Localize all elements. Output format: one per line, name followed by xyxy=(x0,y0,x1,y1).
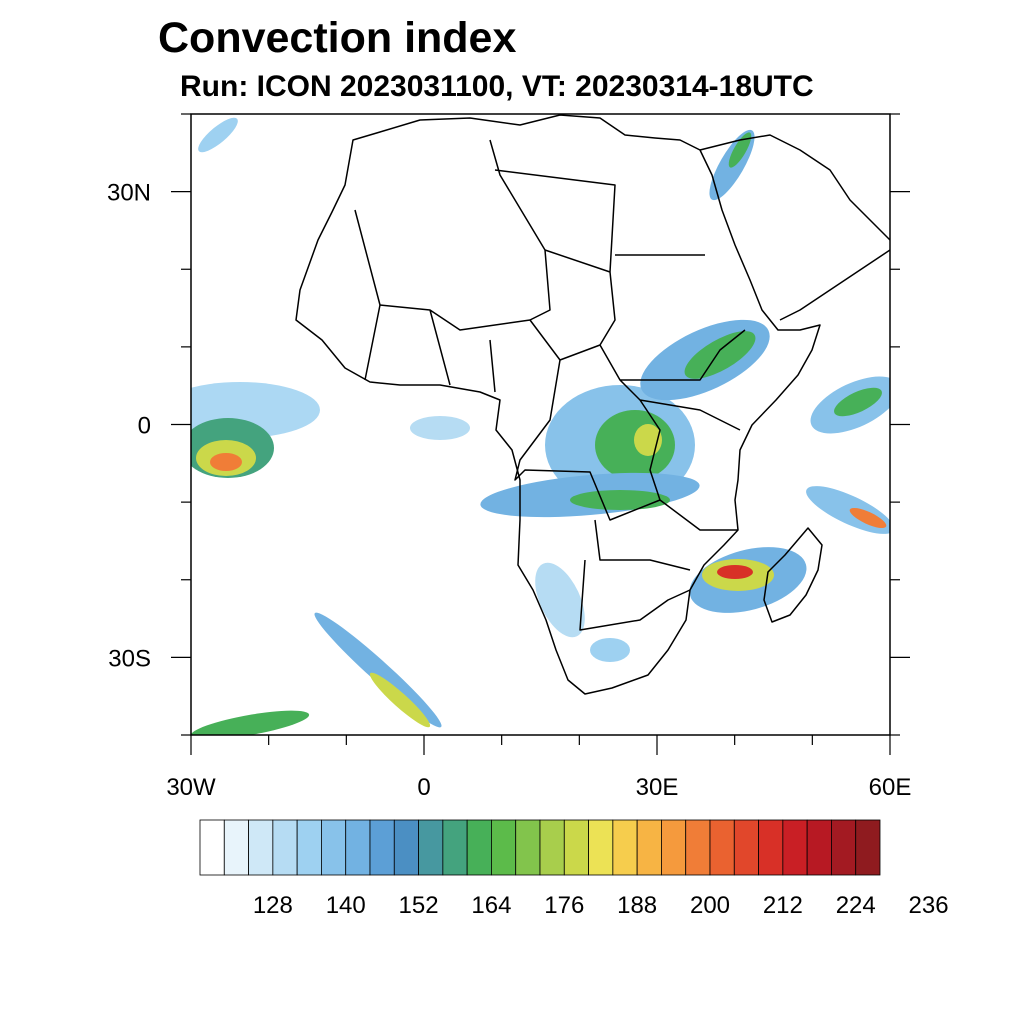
colorbar-swatch xyxy=(199,819,225,876)
africa-coastline xyxy=(295,114,821,695)
colorbar-label: 176 xyxy=(544,892,584,919)
convection-blob xyxy=(191,710,310,735)
colorbar-swatch xyxy=(466,819,492,876)
convection-blob xyxy=(535,562,585,638)
y-tick-label: 30N xyxy=(107,180,151,207)
colorbar-swatch xyxy=(442,819,468,876)
colorbar-label: 236 xyxy=(909,892,949,919)
x-tick-label: 30E xyxy=(636,774,679,801)
chart-title: Convection index xyxy=(158,14,517,62)
convection-blob xyxy=(834,387,882,417)
colorbar-label: 188 xyxy=(617,892,657,919)
convection-blob xyxy=(410,416,470,440)
country-borders xyxy=(354,139,746,631)
colorbar: 128 140 152 164 176 188 200 212 224 236 xyxy=(199,819,949,919)
colorbar-swatch xyxy=(588,819,614,876)
convection-blob xyxy=(684,331,756,379)
colorbar-swatch xyxy=(685,819,711,876)
colorbar-swatch xyxy=(248,819,274,876)
colorbar-swatch xyxy=(563,819,589,876)
madagascar-coastline xyxy=(763,527,823,623)
colorbar-label: 128 xyxy=(253,892,293,919)
colorbar-swatch xyxy=(491,819,517,876)
y-tick-label: 30S xyxy=(108,645,151,672)
colorbar-label: 152 xyxy=(399,892,439,919)
convection-blob xyxy=(210,453,242,471)
axis-ticks: 30W 0 30E 60E 30N 0 30S xyxy=(107,113,912,801)
colorbar-swatch xyxy=(223,819,249,876)
arabian-coastline xyxy=(699,134,890,321)
convection-field xyxy=(191,117,890,735)
colorbar-swatch xyxy=(539,819,565,876)
colorbar-swatch xyxy=(831,819,857,876)
colorbar-swatch xyxy=(709,819,735,876)
convection-blob xyxy=(198,117,238,153)
colorbar-label: 140 xyxy=(326,892,366,919)
colorbar-label: 200 xyxy=(690,892,730,919)
y-tick-label: 0 xyxy=(138,413,151,440)
colorbar-swatch xyxy=(369,819,395,876)
colorbar-swatch xyxy=(296,819,322,876)
convection-blob xyxy=(570,490,670,510)
colorbar-swatch xyxy=(782,819,808,876)
coastlines-and-borders xyxy=(295,114,890,695)
colorbar-swatch xyxy=(418,819,444,876)
colorbar-swatch xyxy=(515,819,541,876)
colorbar-swatch xyxy=(758,819,784,876)
convection-blob xyxy=(849,507,887,529)
colorbar-swatch xyxy=(272,819,298,876)
chart-subtitle: Run: ICON 2023031100, VT: 20230314-18UTC xyxy=(180,70,814,103)
colorbar-swatch xyxy=(806,819,832,876)
colorbar-swatch xyxy=(612,819,638,876)
colorbar-swatch xyxy=(636,819,662,876)
convection-blob xyxy=(728,132,752,168)
x-tick-label: 30W xyxy=(166,774,216,801)
colorbar-swatch xyxy=(321,819,347,876)
convection-blob xyxy=(314,612,442,728)
colorbar-swatch xyxy=(855,819,881,876)
colorbar-swatch xyxy=(393,819,419,876)
convection-blob xyxy=(717,565,753,579)
colorbar-label: 212 xyxy=(763,892,803,919)
colorbar-swatch xyxy=(661,819,687,876)
colorbar-swatch xyxy=(733,819,759,876)
convection-blob xyxy=(369,672,431,728)
x-tick-label: 0 xyxy=(417,774,430,801)
colorbar-label: 224 xyxy=(836,892,876,919)
x-tick-label: 60E xyxy=(869,774,912,801)
colorbar-label: 164 xyxy=(471,892,511,919)
convection-blob xyxy=(590,638,630,662)
colorbar-swatch xyxy=(345,819,371,876)
